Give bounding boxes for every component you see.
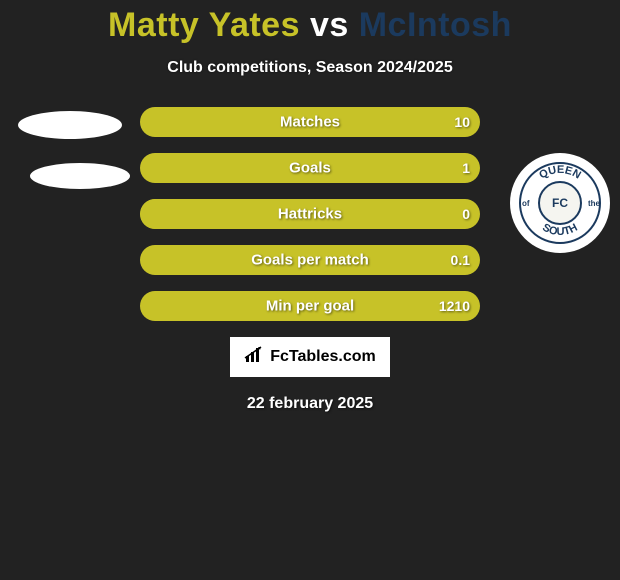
stat-label: Matches <box>280 114 340 131</box>
stat-label: Hattricks <box>278 206 342 223</box>
stat-label: Goals per match <box>251 252 369 269</box>
crest-side-left: of <box>522 199 530 208</box>
player2-name: McIntosh <box>359 6 512 44</box>
player1-name: Matty Yates <box>108 6 300 44</box>
stat-row: Matches 10 <box>140 107 480 137</box>
chart-icon <box>244 346 266 369</box>
svg-text:SOUTH: SOUTH <box>540 222 579 239</box>
badge-placeholder-shape <box>18 111 122 139</box>
snapshot-date: 22 february 2025 <box>0 395 620 413</box>
comparison-stage: QUEEN SOUTH of the FC Matches 10 Goals 1 Hat… <box>0 107 620 321</box>
subtitle: Club competitions, Season 2024/2025 <box>0 59 620 77</box>
queen-of-the-south-crest: QUEEN SOUTH of the FC <box>510 153 610 253</box>
svg-text:QUEEN: QUEEN <box>537 164 583 182</box>
crest-top-text: QUEEN <box>537 164 583 182</box>
stat-value-right: 1210 <box>439 298 470 314</box>
crest-side-right: the <box>588 199 601 208</box>
stat-label: Goals <box>289 160 331 177</box>
source-logo[interactable]: FcTables.com <box>230 337 390 377</box>
stat-value-right: 1 <box>462 160 470 176</box>
source-logo-text: FcTables.com <box>270 348 376 366</box>
stat-bars: Matches 10 Goals 1 Hattricks 0 Goals per match… <box>140 107 480 321</box>
vs-text: vs <box>310 6 349 44</box>
stat-row: Min per goal 1210 <box>140 291 480 321</box>
stat-row: Goals 1 <box>140 153 480 183</box>
badge-placeholder-shape <box>30 163 130 189</box>
stat-row: Hattricks 0 <box>140 199 480 229</box>
crest-bottom-text: SOUTH <box>540 222 579 239</box>
crest-text-svg: QUEEN SOUTH of the <box>510 153 610 253</box>
player2-club-badge: QUEEN SOUTH of the FC <box>510 153 610 253</box>
stat-value-right: 10 <box>454 114 470 130</box>
player1-club-badge <box>10 107 110 207</box>
stat-value-right: 0 <box>462 206 470 222</box>
stat-row: Goals per match 0.1 <box>140 245 480 275</box>
stat-value-right: 0.1 <box>451 252 470 268</box>
comparison-title: Matty Yates vs McIntosh <box>0 0 620 45</box>
stat-label: Min per goal <box>266 298 354 315</box>
